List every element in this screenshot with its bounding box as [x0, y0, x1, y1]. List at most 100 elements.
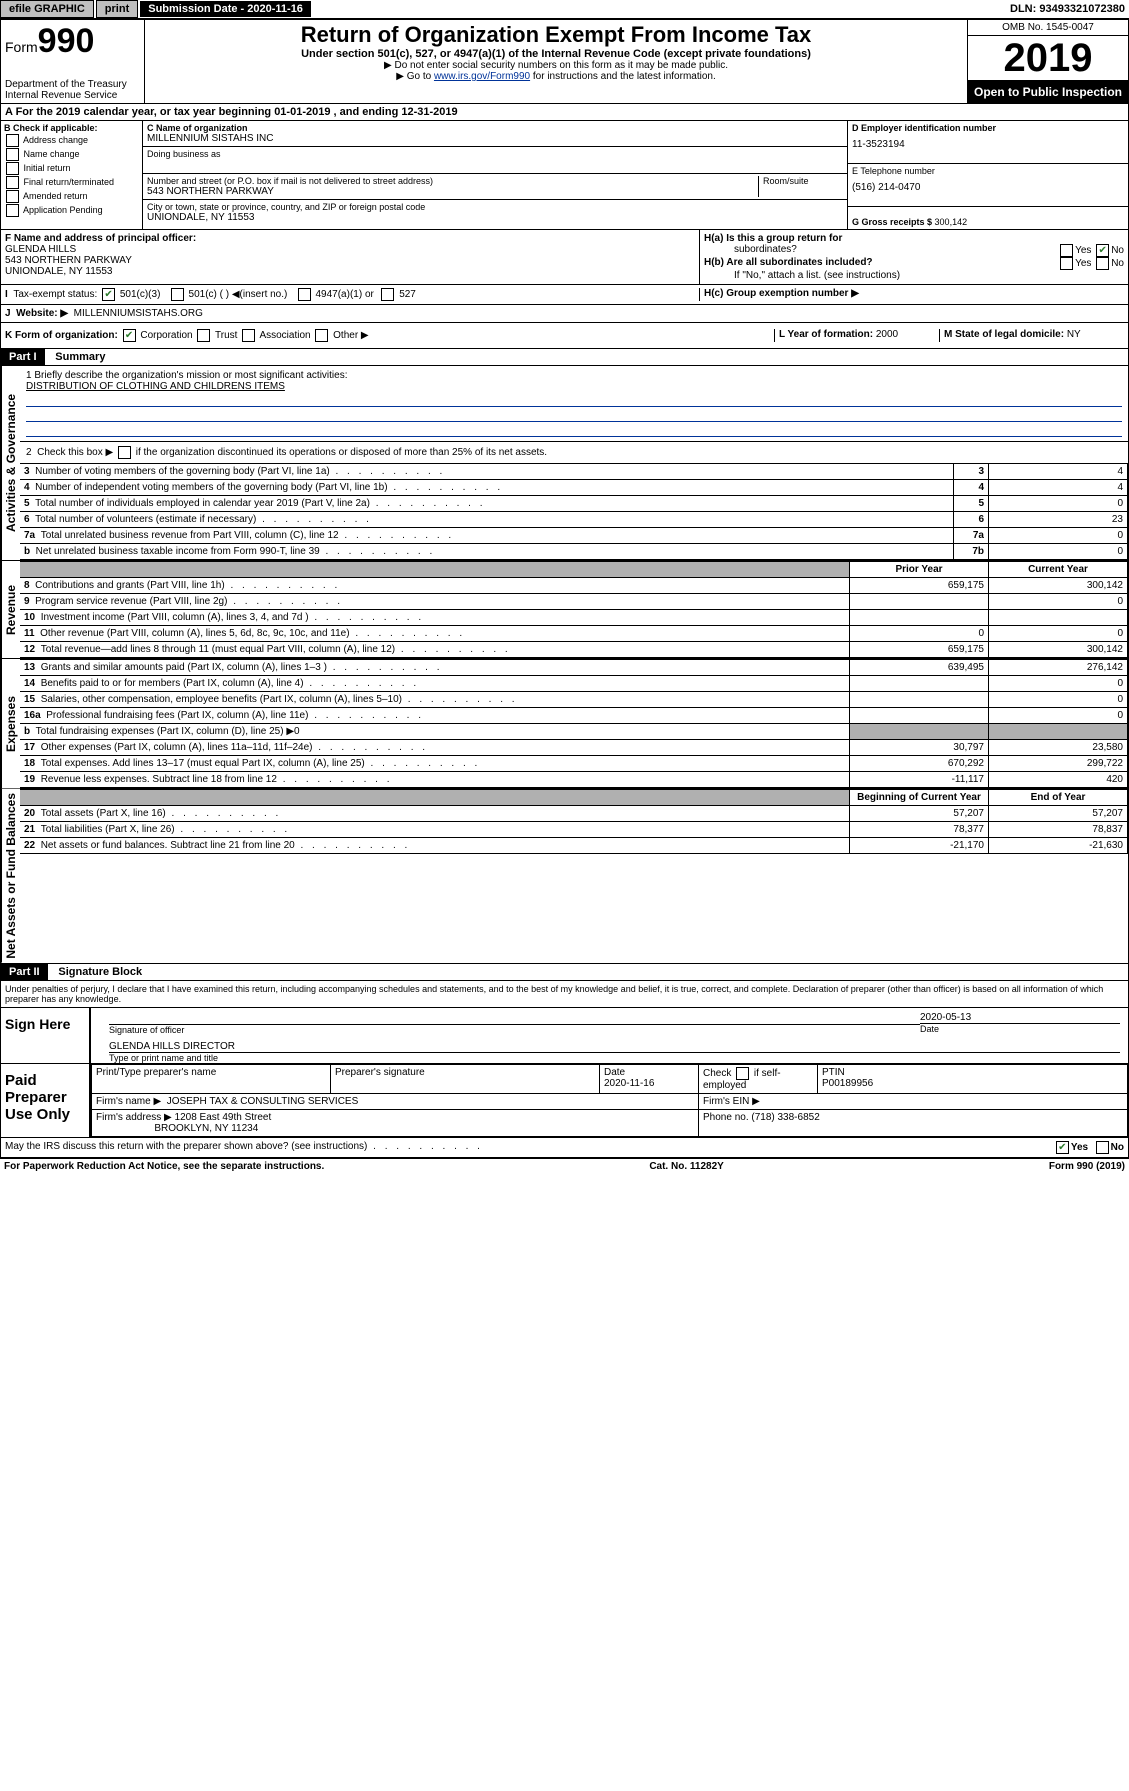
dln-label: DLN: 93493321072380: [1010, 3, 1129, 15]
discuss-label: May the IRS discuss this return with the…: [5, 1141, 483, 1154]
ptin-value: P00189956: [822, 1078, 873, 1089]
city-label: City or town, state or province, country…: [147, 202, 843, 212]
no-label: No: [1111, 245, 1124, 256]
501c-checkbox[interactable]: [171, 288, 184, 301]
501c3-label: 501(c)(3): [120, 289, 161, 300]
q2-checkbox[interactable]: [118, 446, 131, 459]
yes-label: Yes: [1075, 245, 1091, 256]
vert-revenue: Revenue: [1, 561, 20, 658]
part-ii-header: Part II: [1, 964, 48, 980]
phone-value: (516) 214-0470: [852, 182, 1124, 193]
pra-notice: For Paperwork Reduction Act Notice, see …: [4, 1161, 324, 1172]
corp-checkbox[interactable]: [123, 329, 136, 342]
ein-value: 11-3523194: [852, 139, 1124, 150]
l-value: 2000: [876, 329, 898, 340]
name-change-checkbox[interactable]: [6, 148, 19, 161]
corp-label: Corporation: [140, 330, 192, 341]
submission-date: Submission Date - 2020-11-16: [140, 1, 311, 17]
discuss-no-checkbox[interactable]: [1096, 1141, 1109, 1154]
goto-pre: ▶ Go to: [396, 71, 434, 82]
addr-change-checkbox[interactable]: [6, 134, 19, 147]
form-title: Return of Organization Exempt From Incom…: [151, 22, 961, 48]
hb-no-checkbox[interactable]: [1096, 257, 1109, 270]
k-label: K Form of organization:: [5, 330, 118, 341]
part-i-title: Summary: [47, 351, 105, 363]
firm-addr2: BROOKLYN, NY 11234: [154, 1123, 258, 1134]
goto-post: for instructions and the latest informat…: [530, 71, 716, 82]
form-header: Form990 Department of the Treasury Inter…: [0, 19, 1129, 104]
date-label: Date: [920, 1023, 1120, 1034]
sig-date: 2020-05-13: [920, 1012, 1120, 1023]
mission-text: DISTRIBUTION OF CLOTHING AND CHILDRENS I…: [26, 381, 1122, 392]
527-checkbox[interactable]: [381, 288, 394, 301]
netassets-table: Beginning of Current YearEnd of Year20 T…: [20, 789, 1128, 854]
perjury-text: Under penalties of perjury, I declare th…: [0, 981, 1129, 1008]
final-label: Final return/terminated: [24, 177, 115, 187]
assoc-checkbox[interactable]: [242, 329, 255, 342]
amended-checkbox[interactable]: [6, 190, 19, 203]
amended-label: Amended return: [23, 191, 88, 201]
trust-checkbox[interactable]: [197, 329, 210, 342]
final-return-checkbox[interactable]: [6, 176, 19, 189]
name-title: GLENDA HILLS DIRECTOR: [109, 1041, 1120, 1052]
prep-sig-label: Preparer's signature: [331, 1064, 600, 1093]
omb-number: OMB No. 1545-0047: [968, 20, 1128, 36]
paid-preparer-label: Paid Preparer Use Only: [1, 1064, 91, 1137]
ha-label: H(a) Is this a group return for: [704, 233, 842, 244]
irs-label: Internal Revenue Service: [5, 90, 140, 101]
501c3-checkbox[interactable]: [102, 288, 115, 301]
hc-label: H(c) Group exemption number ▶: [704, 288, 859, 299]
other-checkbox[interactable]: [315, 329, 328, 342]
application-label: Application Pending: [23, 205, 103, 215]
f-label: F Name and address of principal officer:: [5, 233, 196, 244]
col-b-header: B Check if applicable:: [4, 123, 98, 133]
ha-yes-checkbox[interactable]: [1060, 244, 1073, 257]
no-label-3: No: [1111, 1142, 1124, 1153]
expenses-table: 13 Grants and similar amounts paid (Part…: [20, 659, 1128, 788]
dept-label: Department of the Treasury: [5, 79, 140, 90]
4947-checkbox[interactable]: [298, 288, 311, 301]
addr-label: Number and street (or P.O. box if mail i…: [147, 176, 758, 186]
phone-label: E Telephone number: [852, 166, 1124, 176]
prep-phone-label: Phone no.: [703, 1112, 751, 1123]
sign-here-label: Sign Here: [1, 1008, 91, 1063]
vert-expenses: Expenses: [1, 659, 20, 788]
efile-label: efile GRAPHIC: [0, 0, 94, 18]
self-employed-cell: Check if self-employed: [699, 1064, 818, 1093]
addr-change-label: Address change: [23, 135, 88, 145]
firm-addr-label: Firm's address ▶: [96, 1112, 172, 1123]
trust-label: Trust: [215, 330, 237, 341]
vert-governance: Activities & Governance: [1, 366, 20, 560]
part-ii-title: Signature Block: [50, 966, 142, 978]
section-b-through-g: B Check if applicable: Address change Na…: [0, 121, 1129, 230]
discuss-yes-checkbox[interactable]: [1056, 1141, 1069, 1154]
form990-link[interactable]: www.irs.gov/Form990: [434, 71, 530, 82]
name-title-label: Type or print name and title: [109, 1052, 1120, 1063]
i-label: Tax-exempt status:: [13, 289, 97, 300]
top-bar: efile GRAPHIC print Submission Date - 20…: [0, 0, 1129, 19]
yes-label-3: Yes: [1071, 1142, 1088, 1153]
form-subtitle-2: ▶ Do not enter social security numbers o…: [151, 60, 961, 71]
prep-phone: (718) 338-6852: [751, 1112, 819, 1123]
tax-year: 2019: [968, 36, 1128, 81]
ha-no-checkbox[interactable]: [1096, 244, 1109, 257]
4947-label: 4947(a)(1) or: [315, 289, 373, 300]
self-employed-checkbox[interactable]: [736, 1067, 749, 1080]
other-label: Other ▶: [333, 330, 368, 341]
org-city: UNIONDALE, NY 11553: [147, 212, 843, 223]
application-checkbox[interactable]: [6, 204, 19, 217]
gross-value: 300,142: [935, 217, 968, 227]
revenue-table: Prior YearCurrent Year8 Contributions an…: [20, 561, 1128, 658]
row-f-h: F Name and address of principal officer:…: [0, 230, 1129, 285]
ein-label: D Employer identification number: [852, 123, 996, 133]
room-label: Room/suite: [763, 176, 843, 186]
initial-return-checkbox[interactable]: [6, 162, 19, 175]
name-change-label: Name change: [24, 149, 80, 159]
officer-addr2: UNIONDALE, NY 11553: [5, 266, 112, 277]
q2-label: 2 Check this box ▶ if the organization d…: [26, 447, 547, 458]
print-button[interactable]: print: [96, 0, 138, 18]
firm-addr1: 1208 East 49th Street: [175, 1112, 272, 1123]
527-label: 527: [399, 289, 416, 300]
hb-yes-checkbox[interactable]: [1060, 257, 1073, 270]
org-name: MILLENNIUM SISTAHS INC: [147, 133, 843, 144]
